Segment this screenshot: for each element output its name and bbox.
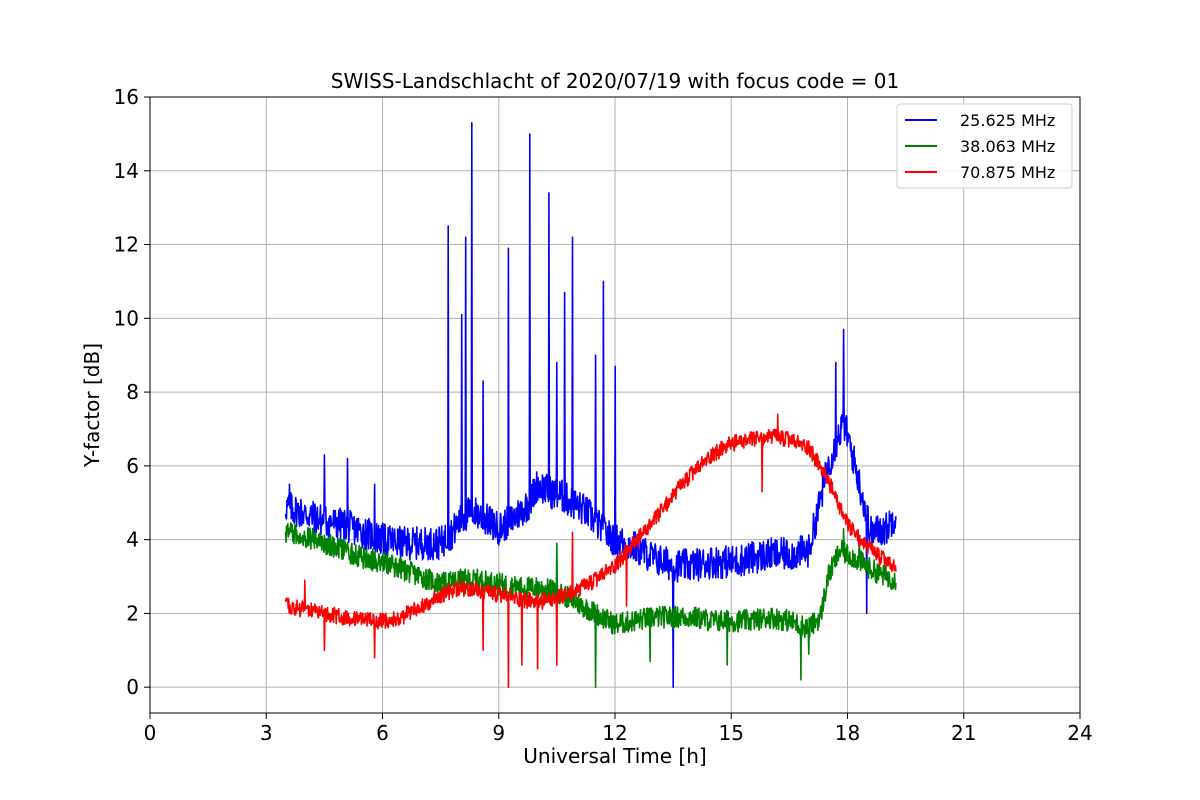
y-axis-label: Y-factor [dB] — [80, 343, 104, 468]
y-tick-label: 8 — [126, 380, 139, 404]
legend-box — [896, 103, 1073, 189]
legend-label: 38.063 MHz — [960, 137, 1055, 156]
y-tick-label: 10 — [114, 306, 139, 330]
x-tick-label: 3 — [260, 721, 273, 745]
x-axis-ticks: 0 3 6 9 12 15 18 21 24 — [144, 713, 1093, 745]
legend-label: 70.875 MHz — [960, 163, 1055, 182]
y-axis-ticks: 0 2 4 6 8 10 12 14 16 — [114, 85, 150, 699]
x-tick-label: 24 — [1067, 721, 1092, 745]
x-tick-label: 18 — [835, 721, 860, 745]
legend-label: 25.625 MHz — [960, 111, 1055, 130]
x-tick-label: 6 — [376, 721, 389, 745]
y-tick-label: 6 — [126, 454, 139, 478]
chart-title: SWISS-Landschlacht of 2020/07/19 with fo… — [331, 69, 899, 93]
legend-entries: 25.625 MHz 38.063 MHz 70.875 MHz — [905, 111, 1055, 182]
x-tick-label: 21 — [951, 721, 976, 745]
series-line — [284, 122, 897, 689]
y-tick-label: 0 — [126, 675, 139, 699]
y-tick-label: 12 — [114, 233, 139, 257]
series-line — [284, 522, 897, 689]
series-line — [284, 413, 897, 689]
y-tick-label: 4 — [126, 528, 139, 552]
x-tick-label: 0 — [144, 721, 157, 745]
x-tick-label: 15 — [719, 721, 744, 745]
x-tick-label: 12 — [602, 721, 627, 745]
y-tick-label: 16 — [114, 85, 139, 109]
y-tick-label: 14 — [114, 159, 139, 183]
legend: 25.625 MHz 38.063 MHz 70.875 MHz — [896, 103, 1073, 189]
y-tick-label: 2 — [126, 601, 139, 625]
x-tick-label: 9 — [492, 721, 505, 745]
x-axis-label: Universal Time [h] — [523, 744, 706, 768]
series-lines — [284, 122, 897, 689]
